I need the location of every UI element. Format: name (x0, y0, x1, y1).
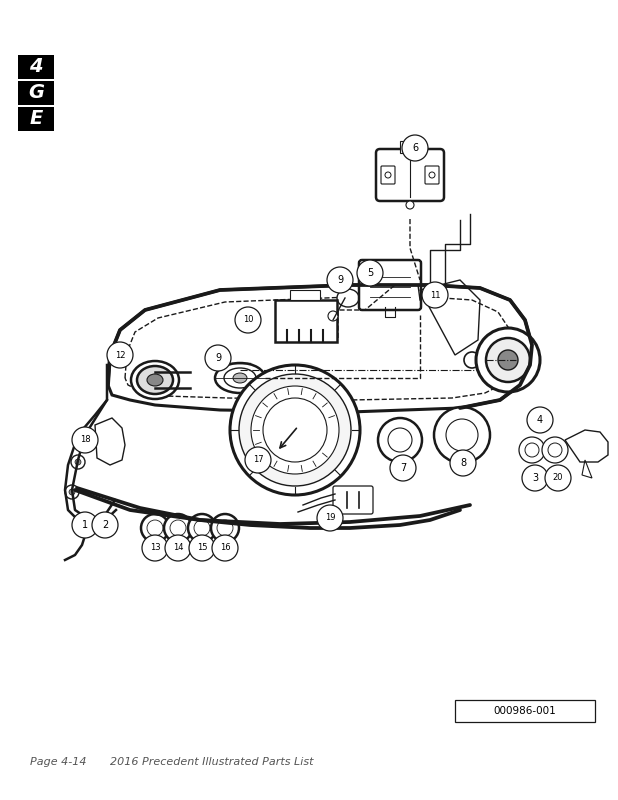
Circle shape (217, 520, 233, 536)
FancyBboxPatch shape (333, 486, 373, 514)
Circle shape (141, 514, 169, 542)
Circle shape (147, 520, 163, 536)
FancyBboxPatch shape (381, 166, 395, 184)
Ellipse shape (131, 361, 179, 399)
Circle shape (245, 447, 271, 473)
Circle shape (72, 427, 98, 453)
Ellipse shape (224, 368, 256, 388)
Circle shape (194, 520, 210, 536)
Text: 3: 3 (532, 473, 538, 483)
Circle shape (212, 535, 238, 561)
Text: 8: 8 (460, 458, 466, 468)
Text: 9: 9 (337, 275, 343, 285)
Text: 15: 15 (197, 543, 207, 553)
Text: 17: 17 (253, 455, 263, 465)
Circle shape (429, 172, 435, 178)
Circle shape (165, 535, 191, 561)
Circle shape (548, 443, 562, 457)
Circle shape (450, 450, 476, 476)
Circle shape (446, 419, 478, 451)
Circle shape (164, 514, 192, 542)
Text: 9: 9 (215, 353, 221, 363)
Text: 4: 4 (537, 415, 543, 425)
FancyBboxPatch shape (455, 700, 595, 722)
Circle shape (65, 485, 79, 499)
Circle shape (170, 520, 186, 536)
Ellipse shape (147, 374, 163, 386)
Circle shape (385, 172, 391, 178)
Ellipse shape (233, 373, 247, 383)
Circle shape (72, 512, 98, 538)
Circle shape (542, 437, 568, 463)
Circle shape (188, 514, 216, 542)
Circle shape (357, 260, 383, 286)
Circle shape (519, 437, 545, 463)
Circle shape (402, 135, 428, 161)
Text: 1: 1 (82, 520, 88, 530)
FancyBboxPatch shape (290, 290, 320, 300)
Text: 11: 11 (430, 290, 440, 299)
Circle shape (317, 505, 343, 531)
Text: 16: 16 (219, 543, 231, 553)
Circle shape (235, 307, 261, 333)
Text: 4: 4 (29, 58, 43, 77)
FancyBboxPatch shape (359, 260, 421, 310)
Text: 19: 19 (324, 514, 335, 522)
Circle shape (92, 512, 118, 538)
Circle shape (211, 514, 239, 542)
FancyBboxPatch shape (18, 81, 54, 105)
Circle shape (406, 201, 414, 209)
FancyBboxPatch shape (18, 55, 54, 79)
Circle shape (107, 342, 133, 368)
Text: G: G (28, 83, 44, 102)
Circle shape (522, 465, 548, 491)
Circle shape (498, 350, 518, 370)
Text: 5: 5 (367, 268, 373, 278)
Circle shape (230, 365, 360, 495)
Text: 000986-001: 000986-001 (494, 706, 556, 716)
Circle shape (69, 489, 75, 495)
Text: Page 4-14: Page 4-14 (30, 757, 87, 767)
Circle shape (378, 418, 422, 462)
Circle shape (525, 443, 539, 457)
Circle shape (189, 535, 215, 561)
Ellipse shape (215, 363, 265, 393)
Ellipse shape (337, 289, 359, 307)
Circle shape (205, 345, 231, 371)
Text: 14: 14 (173, 543, 184, 553)
Circle shape (486, 338, 530, 382)
FancyBboxPatch shape (425, 166, 439, 184)
Text: 2: 2 (102, 520, 108, 530)
FancyBboxPatch shape (376, 149, 444, 201)
Circle shape (263, 398, 327, 462)
Circle shape (142, 535, 168, 561)
Circle shape (327, 267, 353, 293)
Text: 13: 13 (150, 543, 160, 553)
Circle shape (328, 311, 338, 321)
Circle shape (527, 407, 553, 433)
Text: E: E (29, 110, 43, 129)
Text: 7: 7 (400, 463, 406, 473)
Circle shape (476, 328, 540, 392)
Circle shape (545, 465, 571, 491)
Ellipse shape (137, 366, 173, 394)
Circle shape (390, 455, 416, 481)
FancyBboxPatch shape (275, 300, 337, 342)
Circle shape (422, 282, 448, 308)
Circle shape (239, 374, 351, 486)
FancyBboxPatch shape (400, 141, 420, 153)
Text: 18: 18 (80, 435, 90, 445)
Circle shape (434, 407, 490, 463)
Circle shape (388, 428, 412, 452)
Circle shape (251, 386, 339, 474)
Text: 12: 12 (115, 350, 125, 359)
Text: 2016 Precedent Illustrated Parts List: 2016 Precedent Illustrated Parts List (110, 757, 313, 767)
Text: 10: 10 (243, 315, 253, 325)
Text: 20: 20 (552, 474, 563, 482)
Circle shape (71, 455, 85, 469)
Circle shape (75, 459, 81, 465)
Text: 6: 6 (412, 143, 418, 153)
FancyBboxPatch shape (18, 107, 54, 131)
